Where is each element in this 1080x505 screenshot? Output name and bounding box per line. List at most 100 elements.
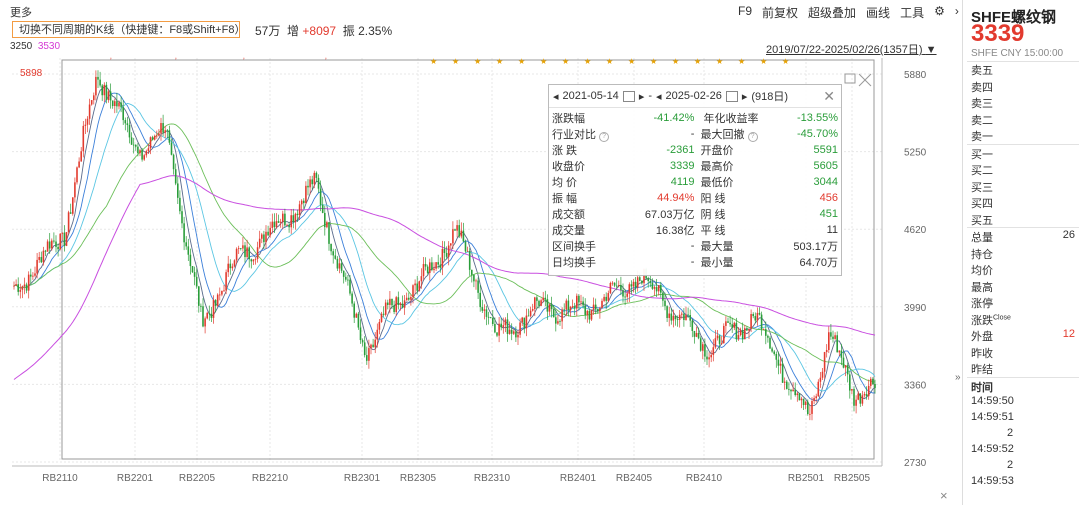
- collapse-panel-icon[interactable]: »: [955, 372, 961, 383]
- help-icon[interactable]: ?: [599, 132, 610, 142]
- candle-body: [183, 223, 185, 243]
- candle-body: [479, 292, 481, 308]
- stats-row: 成交量 16.38亿平 线 11: [549, 222, 841, 238]
- candle-body: [265, 231, 267, 243]
- last-price: 3339: [971, 20, 1025, 47]
- stats-value: 503.17万: [793, 241, 838, 253]
- candle-body: [76, 167, 78, 183]
- kline-chart[interactable]: ʼ ʼ ʼ ʼ ★ ★ ★ ★ ★ ★ ★ ★ ★ ★ ★ ★ ★ ★ ★ ★ ★ 5880 5250 4620 3990 33…: [0, 52, 962, 492]
- stats-row: 收盘价 3339 最高价 5605: [549, 158, 841, 174]
- chart-resize-icon[interactable]: [844, 73, 872, 87]
- stats-value: 67.03万亿: [644, 209, 695, 221]
- candle-body: [704, 344, 706, 357]
- candle-body: [111, 100, 114, 107]
- candle-body: [683, 313, 685, 320]
- toolbar-f9[interactable]: F9: [738, 4, 753, 18]
- candle-body: [832, 336, 834, 339]
- candle-body: [729, 322, 731, 325]
- candlesticks: [13, 70, 876, 421]
- more-tab[interactable]: 更多: [10, 7, 32, 19]
- candle-body: [754, 316, 757, 321]
- quote-stat-value: 26: [1062, 229, 1075, 241]
- candle-body: [40, 257, 43, 263]
- candle-body: [235, 248, 238, 261]
- candle-body: [336, 258, 339, 269]
- stats-start-date[interactable]: 2021-05-14: [562, 90, 619, 102]
- candle-body: [261, 234, 263, 239]
- candle-body: [544, 297, 547, 300]
- candle-body: [716, 335, 719, 339]
- candle-body: [569, 306, 572, 311]
- event-marker: ★: [540, 57, 547, 66]
- candle-body: [286, 224, 288, 226]
- date-range-label[interactable]: 2019/07/22-2025/02/26(1357日) ▼: [766, 44, 937, 56]
- candle-body: [668, 313, 670, 318]
- candle-body: [86, 118, 89, 125]
- candle-body: [846, 365, 849, 375]
- next-start-icon[interactable]: ▸: [638, 90, 645, 103]
- candle-body: [657, 285, 660, 292]
- candle-body: [88, 104, 91, 119]
- candle-body: [735, 322, 738, 340]
- chevron-right-icon[interactable]: ›: [954, 4, 959, 18]
- candle-body: [248, 247, 250, 260]
- candle-body: [794, 389, 796, 396]
- candle-body: [708, 357, 710, 360]
- prev-end-icon[interactable]: ◂: [656, 90, 662, 103]
- candle-body: [170, 142, 173, 155]
- candle-body: [557, 321, 559, 324]
- candle-body: [97, 76, 99, 80]
- candle-body: [23, 284, 26, 287]
- candle-body: [714, 338, 717, 348]
- stats-label: 区间换手: [552, 241, 596, 253]
- candle-body: [237, 248, 240, 249]
- candle-body: [311, 179, 313, 185]
- stats-label: 最大量: [700, 241, 734, 253]
- candle-body: [676, 318, 679, 320]
- stats-label: 最高价: [700, 161, 734, 173]
- stats-days: (918日): [751, 91, 789, 103]
- candle-body: [429, 262, 431, 273]
- next-end-icon[interactable]: ▸: [741, 90, 748, 103]
- close-icon[interactable]: ✕: [823, 88, 835, 104]
- toolbar-draw[interactable]: 画线: [866, 6, 891, 20]
- toolbar-overlay[interactable]: 超级叠加: [808, 6, 857, 20]
- calendar-icon[interactable]: [622, 90, 635, 102]
- candle-body: [74, 182, 76, 198]
- prev-start-icon[interactable]: ◂: [553, 90, 559, 103]
- candle-body: [25, 284, 28, 291]
- candle-body: [290, 215, 292, 228]
- quote-stat: 昨收: [971, 347, 993, 360]
- candle-body: [208, 312, 211, 314]
- price-tick: 2730: [904, 458, 927, 469]
- help-icon[interactable]: ?: [747, 132, 758, 142]
- date-range-dropdown-icon[interactable]: ▼: [925, 44, 937, 56]
- candle-body: [573, 306, 576, 309]
- stats-value: 11: [826, 224, 838, 236]
- candle-body: [786, 381, 788, 389]
- candle-body: [508, 329, 511, 334]
- candle-body: [670, 313, 673, 321]
- gear-icon[interactable]: ⚙: [934, 4, 945, 18]
- candle-body: [53, 240, 55, 242]
- candle-body: [401, 303, 404, 308]
- candle-body: [727, 321, 729, 323]
- candle-body: [321, 204, 324, 213]
- candle-body: [685, 314, 687, 320]
- candle-body: [120, 102, 122, 108]
- candle-body: [842, 357, 845, 368]
- stats-row: 行业对比 ? - 最大回撤 ? -45.70%: [549, 126, 841, 142]
- close-icon[interactable]: ×: [940, 488, 948, 503]
- candle-body: [330, 243, 332, 252]
- toolbar-adjust[interactable]: 前复权: [762, 6, 799, 20]
- stats-end-date[interactable]: 2025-02-26: [665, 90, 722, 102]
- candle-body: [752, 314, 754, 317]
- calendar-icon[interactable]: [725, 90, 738, 102]
- candle-body: [576, 295, 578, 309]
- candle-body: [378, 321, 381, 330]
- candle-body: [571, 306, 574, 307]
- toolbar-tools[interactable]: 工具: [900, 6, 925, 20]
- candle-body: [116, 101, 118, 107]
- candle-body: [195, 276, 198, 287]
- candle-body: [370, 344, 372, 349]
